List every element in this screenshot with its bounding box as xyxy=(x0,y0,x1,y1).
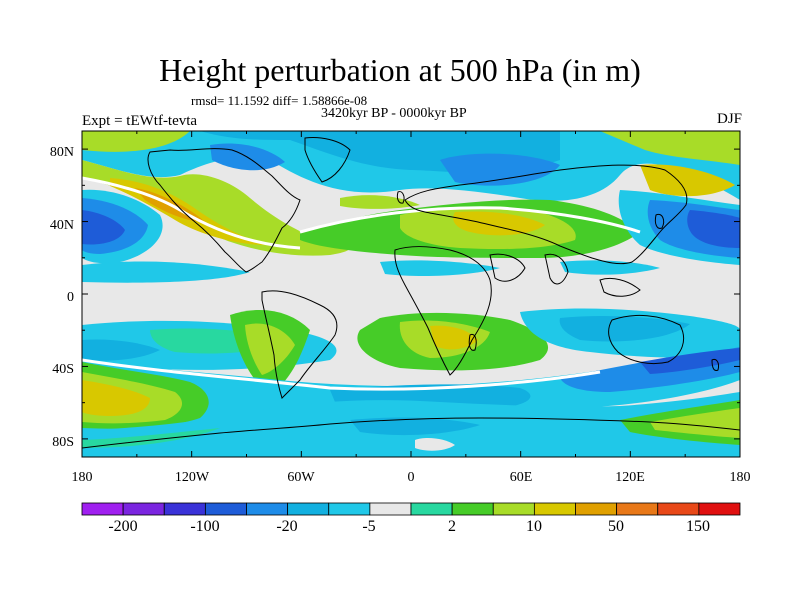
colorbar-swatch xyxy=(369,502,412,516)
colorbar-label: -5 xyxy=(362,518,375,535)
colorbar-labels: -200 -100 -20 -5 2 10 50 150 xyxy=(108,518,710,535)
lon-tick-label: 120W xyxy=(175,470,210,485)
colorbar-swatch xyxy=(451,502,494,516)
colorbar-label: 150 xyxy=(686,518,710,535)
stats-text: rmsd= 11.1592 diff= 1.58866e-08 xyxy=(191,93,368,108)
longitude-labels: 180 120W 60W 0 60E 120E 180 xyxy=(72,470,751,485)
colorbar-swatch xyxy=(81,502,124,516)
colorbar-swatch xyxy=(287,502,330,516)
colorbar-swatch xyxy=(698,502,741,516)
colorbar-swatch xyxy=(163,502,206,516)
lon-tick-label: 180 xyxy=(730,470,751,485)
lat-tick-label: 40S xyxy=(52,362,74,377)
axis-ticks xyxy=(81,131,741,457)
lon-tick-label: 60E xyxy=(510,470,533,485)
colorbar-swatch xyxy=(246,502,289,516)
colorbar-label: 50 xyxy=(608,518,624,535)
period-text: 3420kyr BP - 0000kyr BP xyxy=(321,106,467,121)
lat-tick-label: 80N xyxy=(50,145,74,160)
lon-tick-label: 0 xyxy=(408,470,415,485)
lat-tick-label: 80S xyxy=(52,435,74,450)
colorbar-swatch xyxy=(657,502,700,516)
lon-tick-label: 180 xyxy=(72,470,93,485)
season-label: DJF xyxy=(716,111,742,127)
colorbar-label: -20 xyxy=(276,518,297,535)
colorbar-swatch xyxy=(492,502,535,516)
contour-field xyxy=(82,131,740,457)
colorbar-label: 2 xyxy=(448,518,456,535)
colorbar-swatch xyxy=(616,502,659,516)
experiment-label: Expt = tEWtf-tevta xyxy=(82,113,198,129)
colorbar-swatch xyxy=(122,502,165,516)
map-title: Height perturbation at 500 hPa (in m) xyxy=(159,52,641,88)
colorbar-swatch xyxy=(328,502,371,516)
colorbar xyxy=(81,502,741,516)
colorbar-swatch xyxy=(204,502,247,516)
colorbar-swatch xyxy=(410,502,453,516)
colorbar-swatch xyxy=(533,502,576,516)
colorbar-label: -100 xyxy=(190,518,219,535)
colorbar-label: 10 xyxy=(526,518,542,535)
lat-tick-label: 40N xyxy=(50,218,74,233)
latitude-labels: 80N 40N 0 40S 80S xyxy=(50,145,74,450)
lon-tick-label: 60W xyxy=(287,470,315,485)
lon-tick-label: 120E xyxy=(615,470,645,485)
colorbar-swatch xyxy=(575,502,618,516)
coastlines xyxy=(82,137,740,449)
lat-tick-label: 0 xyxy=(67,290,74,305)
colorbar-label: -200 xyxy=(108,518,137,535)
